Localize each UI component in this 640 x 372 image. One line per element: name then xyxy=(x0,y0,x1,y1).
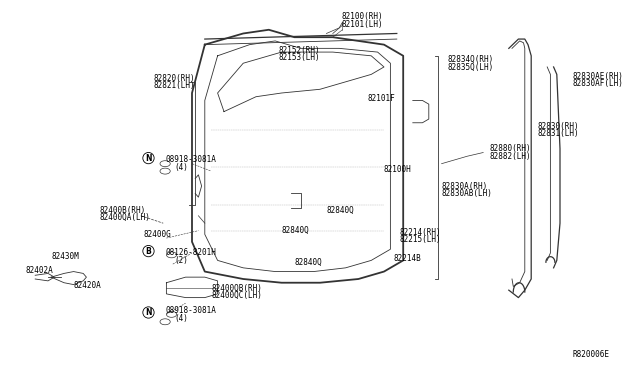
Text: N: N xyxy=(145,308,152,317)
Text: 82830AE(RH): 82830AE(RH) xyxy=(573,72,623,81)
Text: 82834Q(RH): 82834Q(RH) xyxy=(448,55,494,64)
Text: 82420A: 82420A xyxy=(74,281,101,290)
Text: 82214(RH): 82214(RH) xyxy=(400,228,442,237)
Text: 82840Q: 82840Q xyxy=(294,258,322,267)
Text: 82400QC(LH): 82400QC(LH) xyxy=(211,291,262,300)
Text: 82821(LH): 82821(LH) xyxy=(154,81,195,90)
Text: (2): (2) xyxy=(174,256,188,265)
Text: 82835Q(LH): 82835Q(LH) xyxy=(448,62,494,71)
Text: 82402A: 82402A xyxy=(26,266,53,275)
Text: 82840Q: 82840Q xyxy=(326,206,354,215)
Text: 82153(LH): 82153(LH) xyxy=(278,53,320,62)
Text: B: B xyxy=(146,247,151,256)
Text: 82430M: 82430M xyxy=(51,252,79,261)
Text: (4): (4) xyxy=(174,314,188,323)
Text: (4): (4) xyxy=(174,163,188,172)
Text: 82100H: 82100H xyxy=(384,165,412,174)
Text: 82100(RH): 82100(RH) xyxy=(341,12,383,21)
Text: 82831(LH): 82831(LH) xyxy=(538,129,579,138)
Text: 82830(RH): 82830(RH) xyxy=(538,122,579,131)
Text: 82400G: 82400G xyxy=(144,230,172,239)
Text: 08918-3081A: 08918-3081A xyxy=(166,155,216,164)
Text: 82830A(RH): 82830A(RH) xyxy=(442,182,488,190)
Text: 82400B(RH): 82400B(RH) xyxy=(99,206,145,215)
Text: 82400QA(LH): 82400QA(LH) xyxy=(99,213,150,222)
Text: 82101F: 82101F xyxy=(368,94,396,103)
Text: 08126-8201H: 08126-8201H xyxy=(166,248,216,257)
Text: R820006E: R820006E xyxy=(573,350,610,359)
Text: 82840Q: 82840Q xyxy=(282,226,309,235)
Text: 82882(LH): 82882(LH) xyxy=(490,152,531,161)
Text: N: N xyxy=(145,154,152,163)
Text: 82214B: 82214B xyxy=(394,254,421,263)
Text: 82101(LH): 82101(LH) xyxy=(341,20,383,29)
Text: 82830AB(LH): 82830AB(LH) xyxy=(442,189,492,198)
Text: 82152(RH): 82152(RH) xyxy=(278,46,320,55)
Text: 82820(RH): 82820(RH) xyxy=(154,74,195,83)
Text: 82215(LH): 82215(LH) xyxy=(400,235,442,244)
Text: 82400QB(RH): 82400QB(RH) xyxy=(211,284,262,293)
Text: 82830AF(LH): 82830AF(LH) xyxy=(573,79,623,88)
Text: 82880(RH): 82880(RH) xyxy=(490,144,531,153)
Text: 08918-3081A: 08918-3081A xyxy=(166,306,216,315)
